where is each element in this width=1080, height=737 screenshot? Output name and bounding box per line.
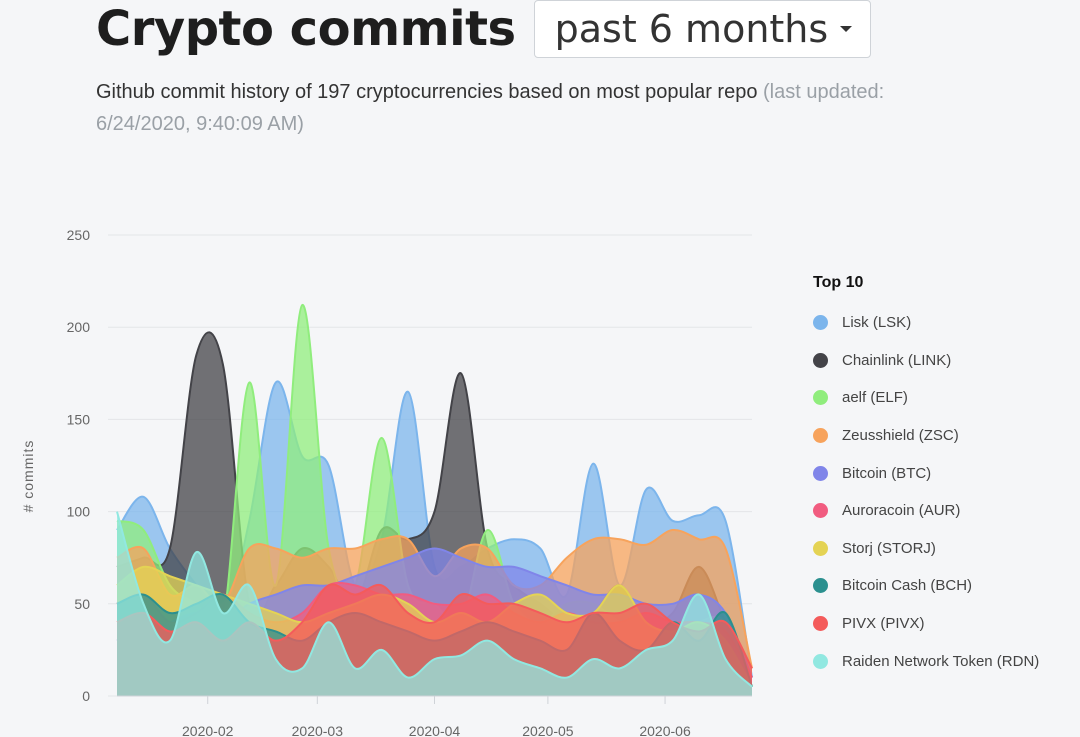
legend-item[interactable]: Bitcoin (BTC) <box>813 454 1039 492</box>
legend-item[interactable]: Chainlink (LINK) <box>813 342 1039 380</box>
x-tick-label: 2020-04 <box>409 723 461 737</box>
y-tick-label: 250 <box>67 227 91 243</box>
page-title: Crypto commits <box>96 1 516 57</box>
legend-label: Auroracoin (AUR) <box>842 502 961 520</box>
legend-item[interactable]: Storj (STORJ) <box>813 530 1039 568</box>
y-tick-label: 200 <box>67 319 91 335</box>
legend-label: Zeusshield (ZSC) <box>842 427 959 445</box>
x-tick-label: 2020-03 <box>292 723 344 737</box>
legend-dot-icon <box>813 428 828 444</box>
title-row: Crypto commits past 6 months <box>96 0 872 58</box>
legend-items: Lisk (LSK) Chainlink (LINK) aelf (ELF) Zeus… <box>813 304 1039 680</box>
period-dropdown[interactable]: past 6 months <box>533 0 872 58</box>
legend-item[interactable]: Zeusshield (ZSC) <box>813 417 1039 455</box>
legend-label: Chainlink (LINK) <box>842 351 952 369</box>
subtitle-description: Github commit history of 197 cryptocurre… <box>96 81 758 103</box>
legend-dot-icon <box>813 465 828 481</box>
legend-dot-icon <box>813 315 828 331</box>
y-tick-label: 50 <box>74 596 90 612</box>
legend-label: Bitcoin (BTC) <box>842 464 932 482</box>
legend-item[interactable]: PIVX (PIVX) <box>813 605 1039 643</box>
legend-item[interactable]: Bitcoin Cash (BCH) <box>813 567 1039 605</box>
legend-dot-icon <box>813 503 828 519</box>
x-tick-label: 2020-06 <box>639 723 691 737</box>
legend-item[interactable]: Lisk (LSK) <box>813 304 1039 342</box>
legend-dot-icon <box>813 616 828 632</box>
x-tick-label: 2020-05 <box>522 723 574 737</box>
y-tick-label: 0 <box>82 688 90 704</box>
legend-item[interactable]: aelf (ELF) <box>813 379 1039 417</box>
legend-label: PIVX (PIVX) <box>842 615 925 633</box>
caret-down-icon <box>840 26 853 32</box>
y-tick-label: 150 <box>67 411 91 427</box>
legend-item[interactable]: Auroracoin (AUR) <box>813 492 1039 530</box>
y-tick-label: 100 <box>67 504 91 520</box>
legend-dot-icon <box>813 352 828 368</box>
last-updated-text: (last updated: 6/24/2020, 9:40:09 AM) <box>96 81 885 135</box>
legend-title: Top 10 <box>813 274 864 291</box>
chart-legend: Top 10 Lisk (LSK) Chainlink (LINK) aelf (E… <box>813 274 1039 680</box>
legend-label: Bitcoin Cash (BCH) <box>842 577 973 595</box>
period-dropdown-label: past 6 months <box>554 7 829 51</box>
legend-dot-icon <box>813 578 828 594</box>
legend-label: aelf (ELF) <box>842 389 908 407</box>
series-line-raiden-network-token-rdn <box>116 511 753 688</box>
page-subtitle: Github commit history of 197 cryptocurre… <box>96 76 966 140</box>
legend-label: Raiden Network Token (RDN) <box>842 652 1040 670</box>
x-tick-label: 2020-02 <box>182 723 234 737</box>
legend-dot-icon <box>813 390 828 406</box>
legend-label: Storj (STORJ) <box>842 539 936 557</box>
legend-dot-icon <box>813 653 828 669</box>
legend-item[interactable]: Raiden Network Token (RDN) <box>813 642 1039 680</box>
legend-label: Lisk (LSK) <box>842 314 912 332</box>
legend-dot-icon <box>813 540 828 556</box>
